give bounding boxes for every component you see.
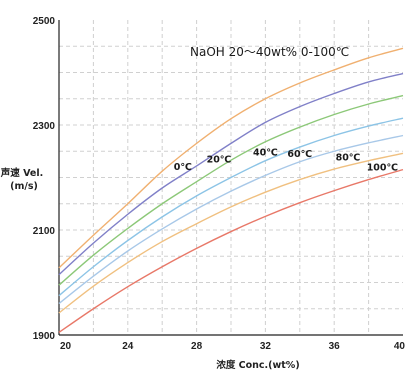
grid [59, 20, 403, 335]
series-line-4 [58, 152, 404, 314]
series-label-1: 20℃ [207, 155, 232, 166]
y-axis-label-line2: (m/s) [10, 181, 38, 192]
y-axis-label-line1: 声速 Vel. [0, 167, 43, 179]
x-tick-labels: 20 24 28 32 36 40 [60, 341, 405, 352]
series-label-0: 0℃ [174, 162, 192, 173]
series-line-1 [58, 94, 404, 286]
x-tick-label: 36 [329, 341, 341, 352]
chart-title: NaOH 20～40wt% 0-100℃ [190, 45, 349, 59]
series-line-0 [58, 72, 404, 276]
series-line-5 [58, 168, 404, 333]
y-tick-label: 2500 [33, 16, 56, 27]
plot-frame [58, 20, 403, 336]
series-line-top [58, 47, 404, 269]
series-label-5: 100℃ [367, 163, 398, 174]
series-line-2 [58, 117, 404, 297]
series-labels: 0℃ 20℃ 40℃ 60℃ 80℃ 100℃ [174, 148, 398, 174]
y-tick-label: 2300 [33, 121, 56, 132]
x-tick-label: 20 [60, 341, 72, 352]
series-label-3: 60℃ [287, 149, 312, 160]
x-tick-label: 32 [260, 341, 272, 352]
x-tick-label: 24 [122, 341, 134, 352]
series-lines [58, 47, 404, 333]
x-axis-label: 浓度 Conc.(wt%) [216, 359, 299, 371]
y-tick-label: 1900 [33, 331, 56, 342]
series-label-4: 80℃ [336, 153, 361, 164]
series-label-2: 40℃ [253, 148, 278, 159]
y-tick-labels: 1900 2100 2300 2500 [33, 16, 56, 342]
x-tick-label: 28 [191, 341, 203, 352]
series-line-3 [58, 134, 404, 305]
x-tick-label: 40 [394, 341, 406, 352]
y-tick-label: 2100 [33, 226, 56, 237]
